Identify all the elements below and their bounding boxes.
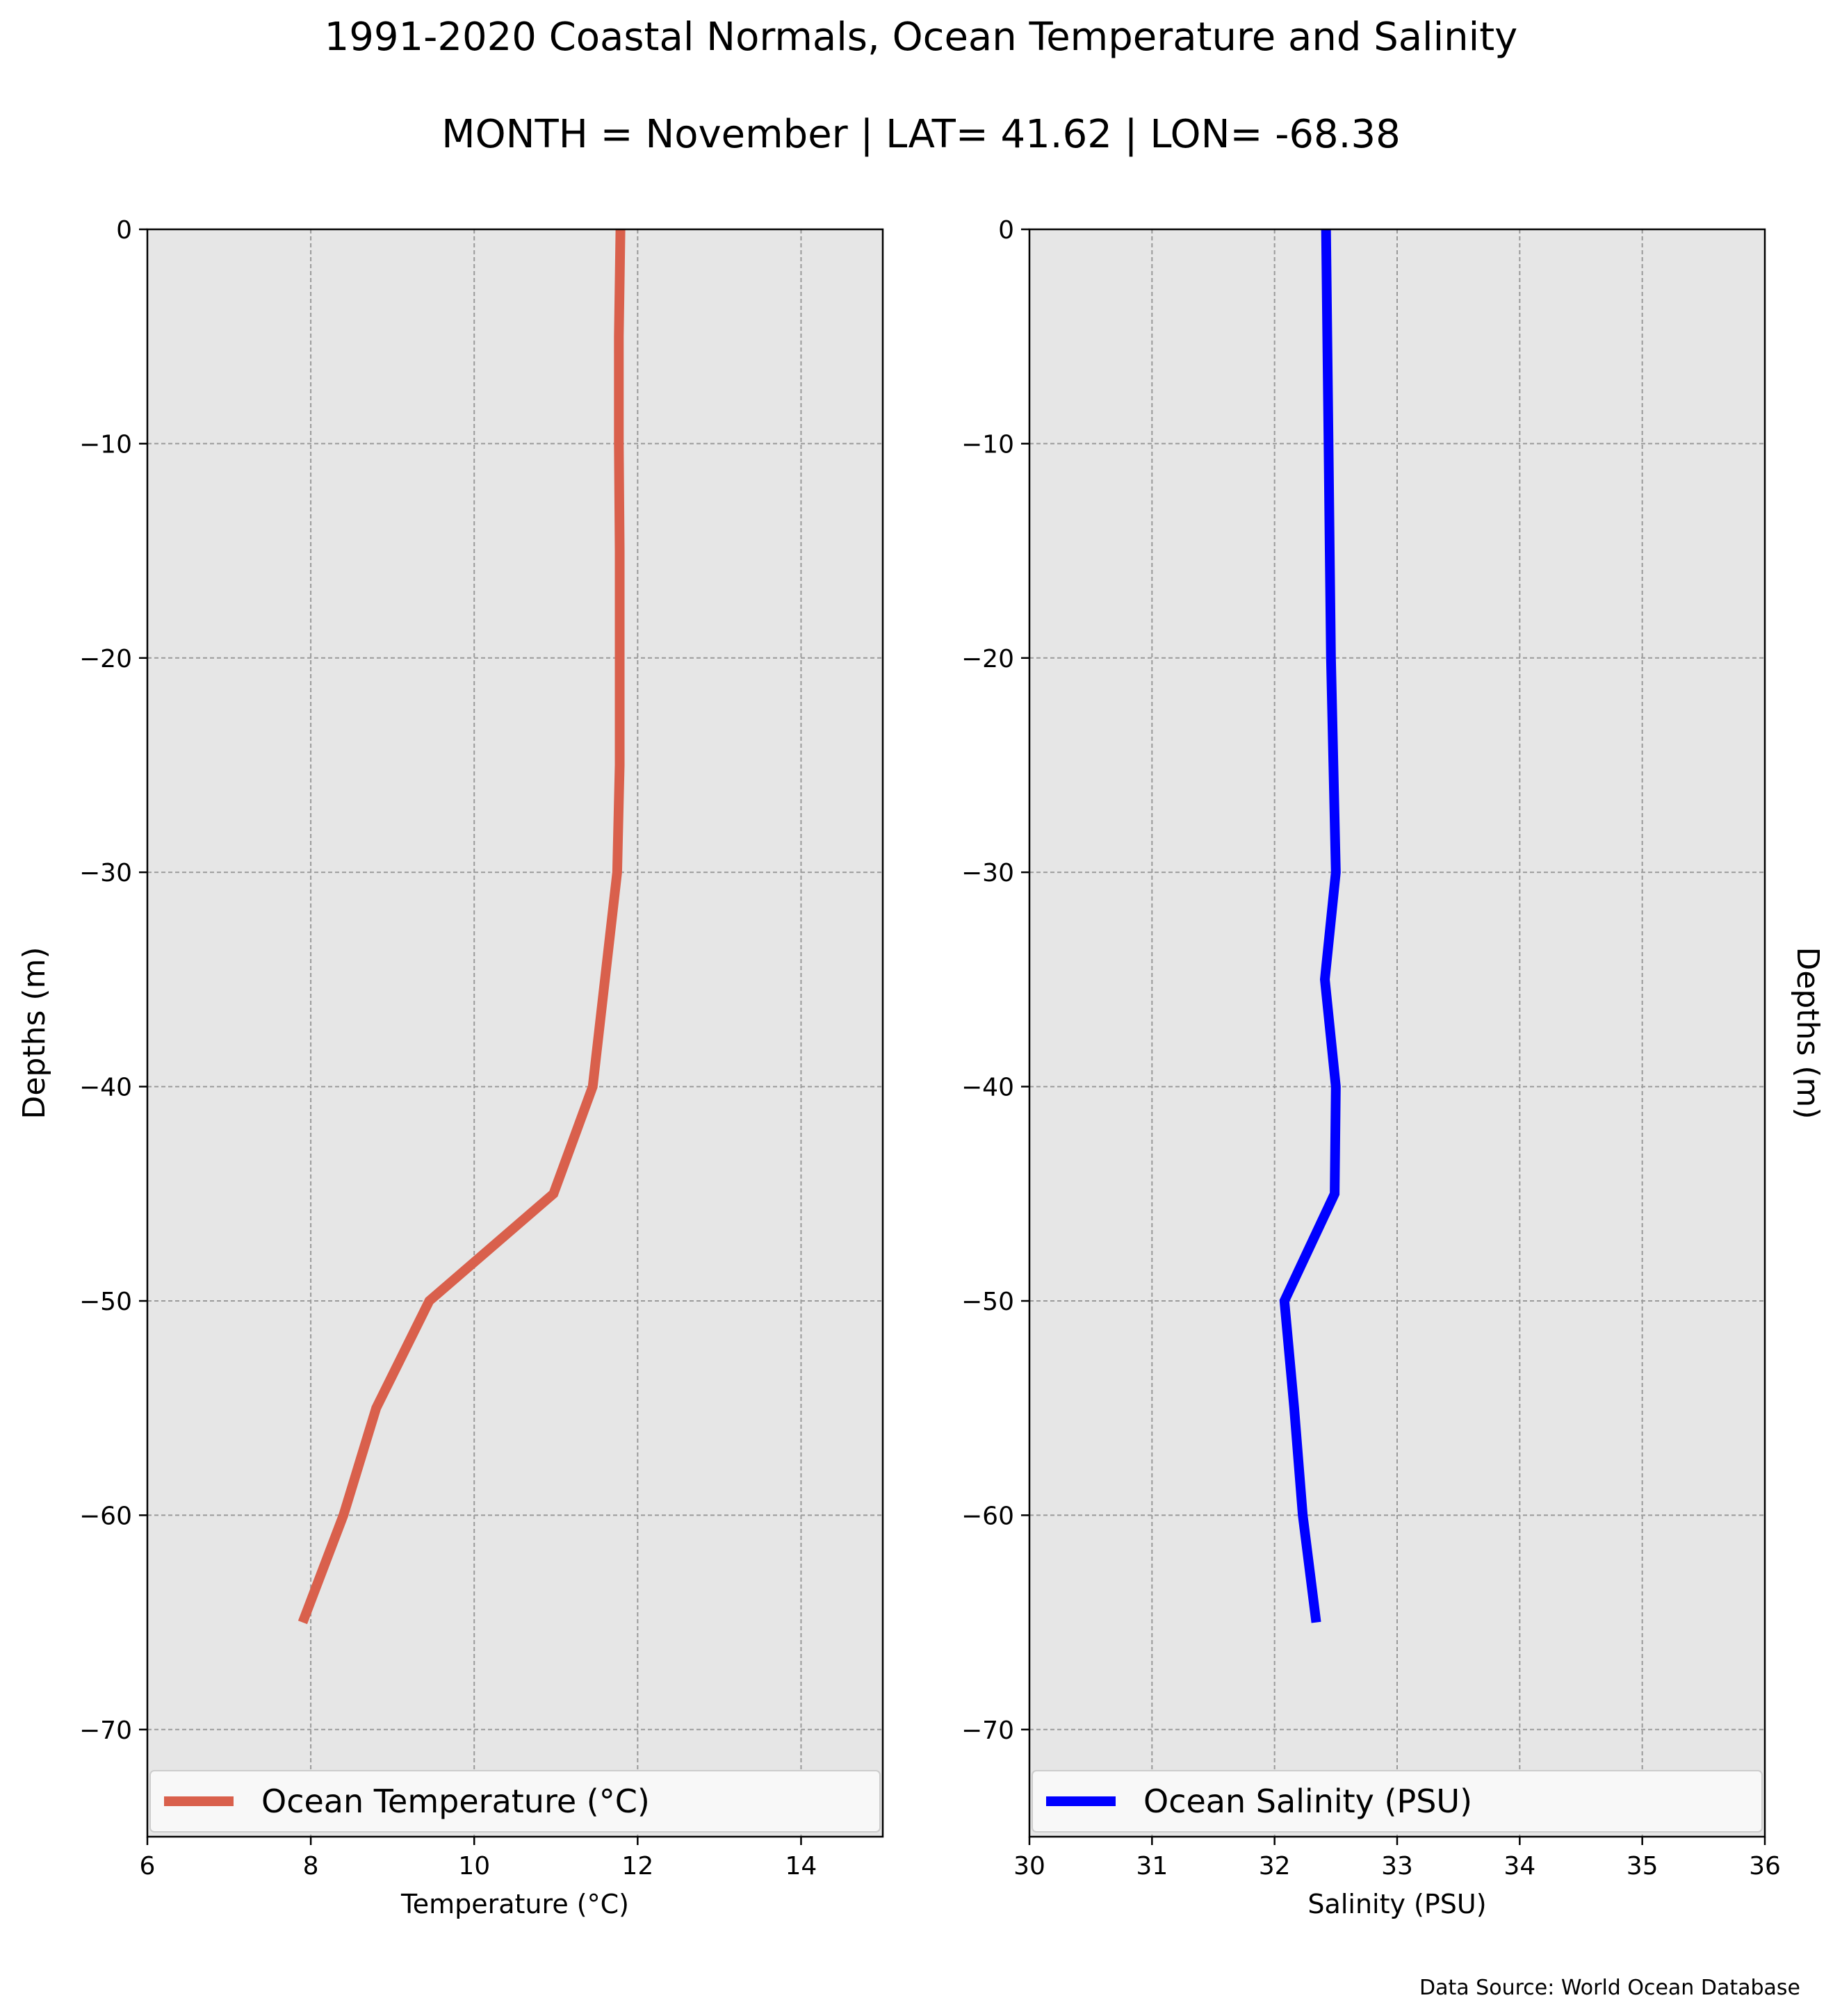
salinity-x-tick-label: 36: [1749, 1852, 1781, 1880]
salinity-x-tick-label: 33: [1381, 1852, 1413, 1880]
salinity-legend-label: Ocean Salinity (PSU): [1143, 1783, 1472, 1820]
temperature-y-tick-label: −60: [79, 1502, 132, 1530]
temperature-axes-frame: [146, 228, 884, 1838]
temperature-plot-area: [147, 229, 883, 1837]
temperature-y-tick-label: −10: [79, 430, 132, 459]
salinity-y-tick-label: −60: [961, 1502, 1014, 1530]
salinity-y-tick-label: 0: [998, 216, 1014, 245]
salinity-y-tick-label: −10: [961, 430, 1014, 459]
temperature-legend: Ocean Temperature (°C): [149, 1770, 881, 1833]
chart-subtitle: MONTH = November | LAT= 41.62 | LON= -68…: [441, 112, 1401, 157]
temperature-y-tick-label: −20: [79, 645, 132, 673]
salinity-x-tick-label: 35: [1627, 1852, 1658, 1880]
temperature-legend-box: [149, 1770, 881, 1833]
temperature-y-tick-label: −50: [79, 1288, 132, 1316]
temperature-x-axis-label: Temperature (°C): [400, 1889, 629, 1919]
temperature-y-tick-label: −30: [79, 859, 132, 887]
salinity-y-tick-label: −30: [961, 859, 1014, 887]
salinity-x-tick-label: 30: [1013, 1852, 1045, 1880]
salinity-series-line: [1279, 229, 1341, 1623]
salinity-plot-area: [1029, 229, 1765, 1837]
salinity-legend: Ocean Salinity (PSU): [1032, 1770, 1763, 1833]
salinity-y-tick-label: −20: [961, 645, 1014, 673]
salinity-panel: Ocean Salinity (PSU) 30 31 32 33 34 35 36 0 −10 −2…: [961, 216, 1825, 1919]
salinity-x-axis-label: Salinity (PSU): [1307, 1889, 1486, 1919]
salinity-x-tick-label: 31: [1136, 1852, 1168, 1880]
salinity-x-tick-label: 34: [1503, 1852, 1535, 1880]
temperature-x-tick-label: 8: [303, 1852, 319, 1880]
temperature-legend-label: Ocean Temperature (°C): [261, 1783, 650, 1820]
data-source-note: Data Source: World Ocean Database: [1419, 1976, 1800, 2000]
temperature-x-tick-label: 6: [140, 1852, 156, 1880]
temperature-x-tick-label: 14: [785, 1852, 817, 1880]
salinity-y-axis-label: Depths (m): [1790, 946, 1825, 1119]
salinity-y-tick-label: −40: [961, 1074, 1014, 1102]
salinity-legend-box: [1032, 1770, 1763, 1833]
temperature-y-axis-label: Depths (m): [17, 946, 52, 1119]
temperature-panel: Ocean Temperature (°C) 6 8 10 12 14 0 −10 −20 −30…: [17, 216, 884, 1919]
salinity-y-tick-label: −50: [961, 1288, 1014, 1316]
temperature-y-tick-label: −40: [79, 1074, 132, 1102]
temperature-x-tick-label: 12: [621, 1852, 653, 1880]
salinity-y-tick-label: −70: [961, 1716, 1014, 1745]
temperature-y-tick-label: 0: [116, 216, 132, 245]
temperature-x-tick-label: 10: [458, 1852, 490, 1880]
temperature-y-tick-label: −70: [79, 1716, 132, 1745]
temperature-series-line: [298, 229, 626, 1625]
salinity-x-tick-label: 32: [1259, 1852, 1291, 1880]
chart-title: 1991-2020 Coastal Normals, Ocean Tempera…: [325, 15, 1518, 60]
